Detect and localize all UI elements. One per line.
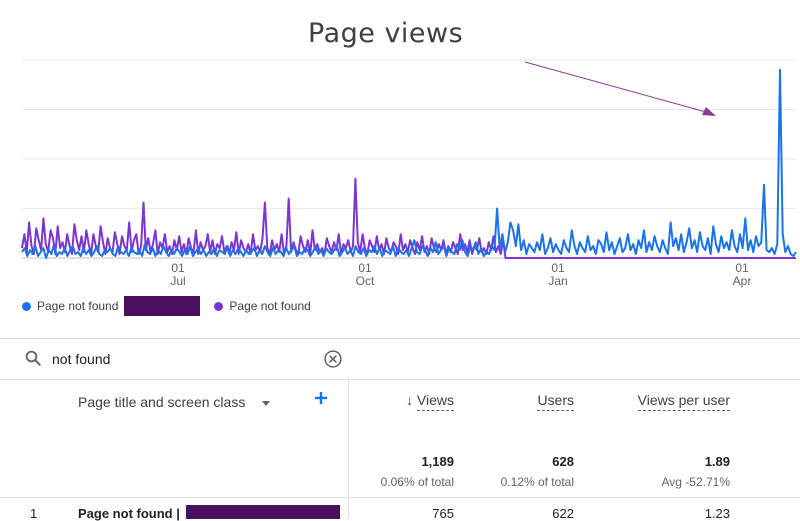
column-header-vpu-label: Views per user (637, 392, 730, 411)
x-tick-month: Jul (170, 274, 185, 288)
column-divider (348, 378, 349, 518)
column-header-views[interactable]: ↓ Views (370, 392, 454, 411)
series-line-1 (21, 68, 797, 259)
legend-label-1: Page not found (37, 299, 119, 313)
column-header-users-label: Users (537, 392, 574, 411)
dimension-header[interactable]: Page title and screen class (78, 394, 246, 410)
x-tick-day: 01 (358, 261, 372, 275)
search-row (0, 338, 800, 380)
clear-search-icon[interactable] (323, 349, 343, 369)
total-users: 628 (552, 454, 574, 469)
table-row-views-per-user: 1.23 (704, 506, 730, 521)
annotation-arrowhead-icon (702, 107, 716, 116)
table-row-views: 765 (432, 506, 454, 521)
total-views-per-user: 1.89 (704, 454, 730, 469)
redaction-block (124, 296, 201, 316)
legend-dot-purple-icon (214, 301, 224, 311)
legend-dot-blue-icon (22, 301, 31, 311)
legend-item-series-1[interactable]: Page not found (22, 296, 208, 316)
table-row-index: 1 (30, 506, 38, 521)
x-tick-month: Oct (356, 274, 375, 288)
total-users-share: 0.12% of total (500, 475, 574, 489)
table-row-users: 622 (552, 506, 574, 521)
column-header-views-per-user[interactable]: Views per user (600, 392, 730, 411)
x-tick-month: Apr (733, 274, 752, 288)
annotation-arrow (524, 61, 707, 113)
sort-descending-icon: ↓ (406, 392, 414, 408)
add-dimension-icon[interactable] (313, 390, 329, 406)
x-tick-day: 01 (735, 261, 749, 275)
x-tick-day: 01 (171, 261, 185, 275)
x-tick-month: Jan (548, 274, 567, 288)
search-input[interactable] (50, 347, 294, 371)
total-views: 1,189 (421, 454, 454, 469)
redaction-block (186, 505, 340, 519)
column-header-users[interactable]: Users (470, 392, 574, 411)
annotation-title: Page views (308, 18, 464, 49)
total-vpu-avg: Avg -52.71% (661, 475, 731, 489)
legend-item-series-2[interactable]: Page not found (214, 299, 311, 313)
total-views-share: 0.06% of total (380, 475, 454, 489)
row-divider (0, 497, 800, 498)
search-icon (25, 350, 41, 366)
x-tick-day: 01 (551, 261, 565, 275)
column-header-views-label: Views (416, 392, 454, 411)
legend-label-2: Page not found (229, 299, 311, 313)
dropdown-caret-icon[interactable] (261, 398, 271, 408)
table-row-title[interactable]: Page not found | (78, 506, 180, 521)
chart-legend: Page not found Page not found (22, 296, 317, 316)
